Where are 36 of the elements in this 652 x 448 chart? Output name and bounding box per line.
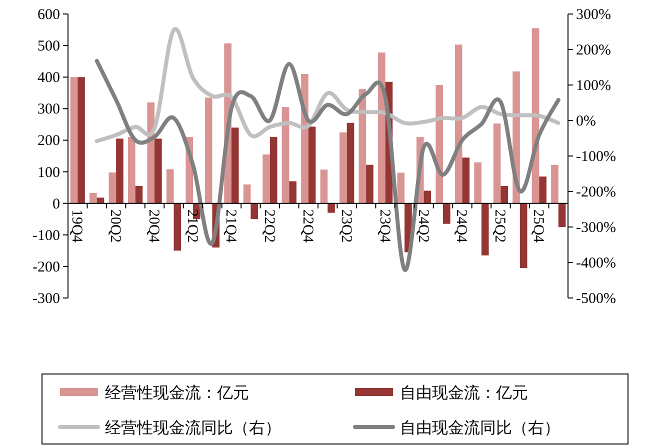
x-tick-label: 20Q2: [107, 209, 124, 243]
y-tick-label: 300: [38, 102, 60, 118]
y2-tick-label: -300%: [576, 220, 616, 236]
x-tick-label: 21Q4: [222, 209, 238, 244]
y-tick-label: 100: [38, 164, 60, 181]
legend-label: 经营性现金流同比（右）: [105, 419, 281, 437]
legend-label: 自由现金流同比（右）: [400, 419, 560, 437]
x-tick-label: 24Q2: [414, 209, 431, 243]
y2-tick-label: 100%: [576, 78, 611, 94]
legend-label: 自由现金流：亿元: [400, 384, 528, 402]
x-tick-label: 25Q4: [530, 209, 546, 244]
y-tick-label: 600: [38, 7, 60, 23]
x-tick-label: 23Q2: [338, 209, 354, 243]
x-tick-label: 25Q2: [492, 209, 508, 243]
y-tick-label: -200: [32, 259, 60, 276]
x-tick-label: 21Q2: [184, 209, 200, 243]
x-tick-label: 19Q4: [68, 209, 85, 244]
y2-tick-label: -400%: [576, 256, 616, 272]
y2-tick-label: -100%: [576, 149, 616, 165]
x-tick-label: 22Q4: [299, 209, 316, 244]
legend-label: 经营性现金流：亿元: [105, 384, 249, 402]
y-tick-label: -300: [32, 291, 60, 307]
y-tick-label: 500: [38, 38, 60, 55]
x-tick-label: 24Q4: [453, 209, 470, 244]
y2-tick-label: 300%: [576, 7, 611, 23]
y2-tick-label: -200%: [576, 184, 616, 200]
x-tick-label: 23Q4: [376, 209, 392, 244]
y2-tick-label: 200%: [576, 42, 611, 58]
y-tick-label: 200: [38, 133, 60, 150]
y-tick-label: 400: [38, 70, 60, 86]
x-tick-label: 20Q4: [146, 209, 162, 244]
y-tick-label: 0: [52, 196, 60, 212]
y-tick-label: -100: [32, 228, 60, 244]
y2-tick-label: -500%: [576, 291, 616, 307]
y2-tick-label: 0%: [576, 114, 596, 130]
x-tick-label: 22Q2: [260, 209, 277, 243]
